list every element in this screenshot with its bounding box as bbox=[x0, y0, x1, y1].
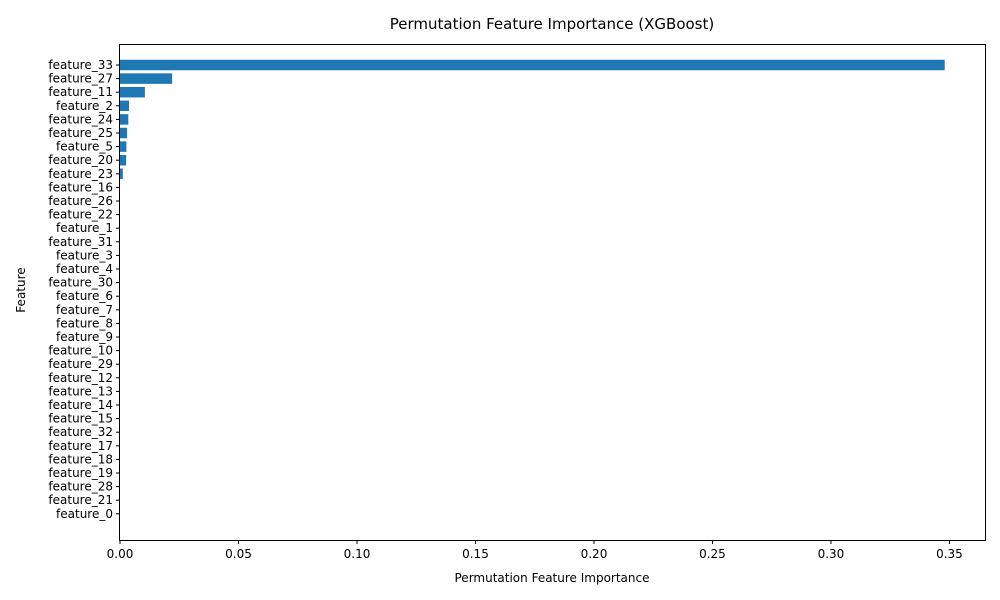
y-tick-label: feature_1 bbox=[56, 221, 113, 235]
bar-feature_27 bbox=[120, 73, 173, 84]
y-tick-label: feature_24 bbox=[48, 112, 113, 126]
y-tick-label: feature_21 bbox=[48, 493, 113, 507]
x-tick-label: 0.15 bbox=[462, 547, 489, 561]
y-tick-label: feature_10 bbox=[48, 344, 113, 358]
y-tick-label: feature_27 bbox=[48, 72, 113, 86]
bar-feature_25 bbox=[120, 127, 128, 139]
x-tick-label: 0.00 bbox=[107, 547, 134, 561]
y-tick-label: feature_26 bbox=[48, 194, 113, 208]
bar-feature_33 bbox=[120, 59, 945, 71]
y-tick-label: feature_20 bbox=[48, 153, 113, 167]
y-tick-label: feature_2 bbox=[56, 99, 113, 113]
y-tick-label: feature_4 bbox=[56, 262, 113, 276]
y-tick-label: feature_15 bbox=[48, 412, 113, 426]
y-tick-label: feature_12 bbox=[48, 371, 113, 385]
y-tick-label: feature_29 bbox=[48, 357, 113, 371]
bar-feature_5 bbox=[120, 141, 127, 152]
y-tick-label: feature_0 bbox=[56, 507, 113, 521]
x-axis-label: Permutation Feature Importance bbox=[455, 571, 650, 585]
x-tick-label: 0.05 bbox=[225, 547, 252, 561]
y-tick-label: feature_5 bbox=[56, 140, 113, 154]
x-tick-label: 0.20 bbox=[581, 547, 608, 561]
bar-feature_11 bbox=[120, 86, 145, 98]
y-tick-label: feature_33 bbox=[48, 58, 113, 72]
y-tick-label: feature_17 bbox=[48, 439, 113, 453]
y-tick-label: feature_28 bbox=[48, 480, 113, 494]
y-tick-label: feature_6 bbox=[56, 289, 113, 303]
y-tick-label: feature_32 bbox=[48, 425, 113, 439]
bar-feature_2 bbox=[120, 100, 130, 112]
x-tick-label: 0.25 bbox=[699, 547, 726, 561]
x-tick-label: 0.35 bbox=[936, 547, 963, 561]
x-tick-label: 0.10 bbox=[344, 547, 371, 561]
y-tick-label: feature_31 bbox=[48, 235, 113, 249]
y-tick-label: feature_19 bbox=[48, 466, 113, 480]
y-tick-label: feature_7 bbox=[56, 303, 113, 317]
chart-title: Permutation Feature Importance (XGBoost) bbox=[390, 15, 714, 33]
y-tick-label: feature_30 bbox=[48, 276, 113, 290]
y-tick-label: feature_3 bbox=[56, 248, 113, 262]
y-tick-label: feature_22 bbox=[48, 208, 113, 222]
plot-frame bbox=[119, 44, 986, 541]
y-tick-label: feature_14 bbox=[48, 398, 113, 412]
y-tick-label: feature_18 bbox=[48, 452, 113, 466]
y-tick-label: feature_11 bbox=[48, 85, 113, 99]
y-axis-label: Feature bbox=[14, 267, 28, 312]
bar-feature_23 bbox=[120, 168, 123, 180]
x-tick-label: 0.30 bbox=[818, 547, 845, 561]
bar-feature_24 bbox=[120, 114, 129, 125]
y-tick-label: feature_16 bbox=[48, 180, 113, 194]
y-tick-label: feature_25 bbox=[48, 126, 113, 140]
y-tick-label: feature_8 bbox=[56, 316, 113, 330]
y-tick-label: feature_13 bbox=[48, 384, 113, 398]
y-tick-label: feature_9 bbox=[56, 330, 113, 344]
plot-area: feature_33feature_27feature_11feature_2f… bbox=[48, 58, 962, 561]
y-tick-label: feature_23 bbox=[48, 167, 113, 181]
bar-feature_20 bbox=[120, 154, 127, 166]
